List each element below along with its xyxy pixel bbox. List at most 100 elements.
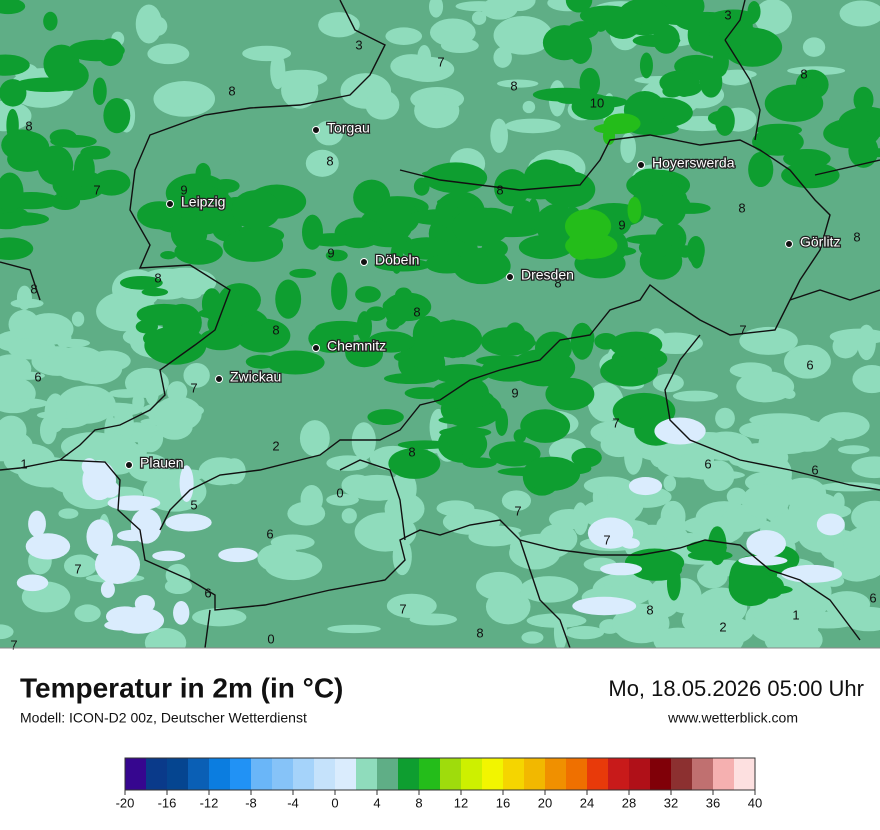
legend-swatch [293, 758, 315, 790]
field-patch [497, 467, 561, 477]
field-patch [134, 595, 155, 613]
field-patch [579, 5, 636, 26]
field-patch [643, 495, 661, 504]
field-patch [0, 172, 24, 213]
field-patch [833, 546, 880, 582]
field-patch [409, 613, 458, 626]
field-patch [353, 179, 391, 216]
field-patch [781, 564, 843, 583]
color-legend: -20 -16 -12 -8 -4 0 4 8 12 16 20 24 28 32 36 40 [116, 757, 762, 810]
field-patch [199, 328, 243, 351]
field-patch [621, 537, 640, 549]
field-patch [103, 97, 131, 134]
field-patch [305, 149, 339, 177]
field-patch [198, 457, 243, 486]
field-patch [841, 121, 880, 133]
field-patch [152, 550, 186, 562]
map-value-label: 0 [267, 631, 274, 646]
field-patch [780, 477, 827, 509]
field-patch [738, 555, 788, 566]
field-patch [781, 162, 840, 189]
field-patch [433, 363, 491, 384]
legend-frame [124, 757, 756, 791]
field-patch [421, 169, 479, 178]
map-value-label: 8 [154, 270, 161, 285]
legend-swatch [440, 758, 462, 790]
map-value-label: 7 [93, 182, 100, 197]
field-patch [728, 560, 758, 601]
field-patch [351, 422, 376, 460]
field-patch [385, 27, 423, 45]
field-patch [44, 393, 67, 433]
legend-swatch [650, 758, 672, 790]
field-patch [851, 456, 880, 479]
field-patch [331, 272, 348, 311]
map-value-label: 10 [590, 95, 604, 110]
field-patch [732, 10, 753, 47]
field-patch [726, 487, 747, 506]
field-patch [119, 276, 163, 290]
legend-swatch [692, 758, 714, 790]
field-patch [390, 241, 404, 274]
field-patch [73, 151, 95, 188]
legend-swatch [545, 758, 567, 790]
field-patch [28, 510, 46, 538]
field-patch [413, 177, 430, 196]
field-patch [367, 331, 415, 353]
map-value-label: 6 [806, 357, 813, 372]
legend-tick-label: 28 [622, 795, 636, 810]
field-patch [628, 122, 679, 136]
city-name: Torgau [327, 120, 370, 136]
field-patch [84, 402, 143, 417]
field-patch [436, 197, 465, 207]
legend-tick-label: 8 [415, 795, 422, 810]
field-patch [281, 71, 319, 109]
field-patch [318, 12, 360, 38]
field-patch [0, 400, 31, 414]
field-patch [57, 338, 91, 348]
legend-swatch [356, 758, 378, 790]
field-patch [160, 251, 177, 260]
field-patch [43, 11, 58, 31]
legend-swatch [734, 758, 756, 790]
field-patch [315, 320, 369, 337]
field-patch [425, 254, 469, 274]
field-patch [0, 237, 34, 261]
field-patch [485, 589, 531, 625]
field-patch [154, 85, 207, 107]
field-patch [0, 624, 14, 640]
field-patch [759, 422, 818, 455]
map-value-label: 8 [646, 602, 653, 617]
city-name: Leipzig [181, 194, 225, 210]
city-dot [166, 200, 174, 208]
field-patch [839, 0, 880, 27]
map-value-label: 7 [190, 380, 197, 395]
field-patch [462, 457, 497, 469]
city-name: Döbeln [375, 252, 419, 268]
field-patch [326, 455, 369, 471]
field-patch [553, 355, 574, 368]
legend-swatch [629, 758, 651, 790]
field-patch [92, 169, 131, 196]
field-patch [609, 331, 663, 359]
legend-swatch [503, 758, 525, 790]
legend-swatch [146, 758, 168, 790]
field-patch [638, 237, 672, 258]
field-patch [756, 123, 803, 137]
legend-swatch [314, 758, 336, 790]
field-patch [719, 70, 752, 86]
field-patch [654, 193, 687, 227]
map-value-label: 7 [437, 54, 444, 69]
field-patch [501, 490, 532, 511]
field-patch [302, 214, 323, 250]
field-patch [600, 562, 643, 576]
field-patch [145, 379, 159, 405]
field-patch [736, 370, 795, 403]
field-patch [264, 551, 323, 581]
field-patch [612, 608, 660, 640]
field-patch [147, 43, 190, 65]
field-patch [521, 631, 544, 644]
legend-swatch [377, 758, 399, 790]
field-patch [746, 530, 787, 558]
